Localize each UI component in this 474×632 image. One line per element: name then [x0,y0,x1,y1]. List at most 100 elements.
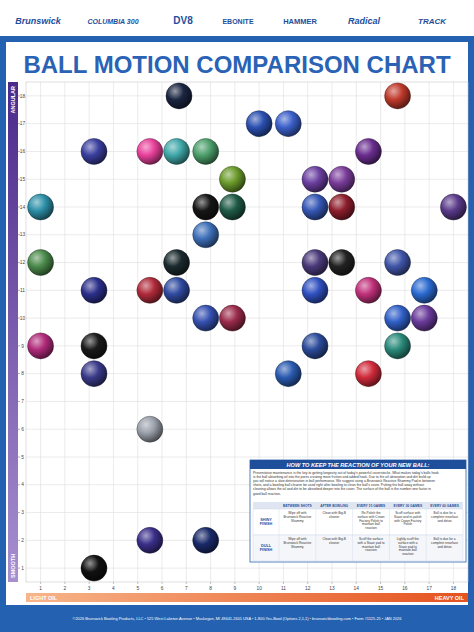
box-intro: Preventative maintenance is the key to g… [253,471,439,496]
grid-line [234,82,235,582]
y-tick [18,484,20,485]
table-cell: Re-Polish thesurface with CrownFactory P… [357,511,384,530]
y-tick-label: 18 [20,94,26,99]
x-tick-label: 12 [305,586,311,591]
x-tick-label: 9 [234,586,237,591]
y-tick-label: 17 [20,121,26,126]
x-tick [332,582,333,584]
ball-point [28,333,54,359]
table-column-header: BETWEEN SHOTS [283,504,313,508]
x-tick [234,582,235,584]
table-divider [315,509,316,535]
ball-point [219,305,245,331]
x-tick-label: 1 [39,586,42,591]
y-tick-label: 9 [21,344,24,349]
ball-point [193,305,219,331]
ball-point [246,111,272,137]
table-cell: Ball is due for acomplete resurfaceand d… [431,537,458,549]
grid-line [40,82,41,582]
ball-point [81,138,107,164]
grid-line [26,401,468,402]
x-tick [64,582,65,584]
ball-point [355,138,381,164]
brand-logo: TRACK [418,17,447,26]
ball-point [275,111,301,137]
x-tick [404,582,405,584]
x-tick-label: 2 [64,586,67,591]
x-tick [380,582,381,584]
y-tick-label: 13 [20,232,26,237]
table-row [253,509,463,535]
x-tick [186,582,187,584]
grid-line [26,207,468,208]
ball-point [193,194,219,220]
x-tick [429,582,430,584]
ball-point [137,277,163,303]
y-tick-label: 4 [21,482,24,487]
x-tick [356,582,357,584]
ball-point [329,166,355,192]
grid-line [26,457,468,458]
grid-line [113,82,114,582]
x-tick-label: 14 [354,586,360,591]
y-axis-label-high: ANGULAR [10,86,16,114]
x-axis-label-high: HEAVY OIL [435,595,465,601]
x-tick-label: 10 [256,586,262,591]
balls [28,83,467,581]
x-tick-label: 17 [426,586,432,591]
x-tick [210,582,211,584]
chart-title: BALL MOTION COMPARISON CHART [23,51,450,78]
table-cell: Clean with Big-Bcleaner [322,537,346,545]
ball-point [440,194,466,220]
table-header-bg [253,502,463,509]
y-tick-label: 8 [21,371,24,376]
x-tick-label: 4 [112,586,115,591]
ball-point [193,527,219,553]
text-line: reaction [365,526,377,530]
x-tick [283,582,284,584]
table-column-header: EVERY 15 GAMES [357,504,386,508]
table-divider [352,509,353,535]
text-line: cleaner [329,541,340,545]
y-tick [18,373,20,374]
ball-point [164,138,190,164]
x-tick-label: 18 [451,586,457,591]
table-column-header: AFTER BOWLING [320,504,348,508]
y-tick-label: 2 [21,538,24,543]
table-column-header: EVERY 30 GAMES [394,504,423,508]
y-tick-label: 11 [20,288,25,293]
x-tick-label: 11 [281,586,286,591]
text-line: and detox [438,519,452,523]
ball-point [81,361,107,387]
ball-point [385,83,411,109]
box-title: HOW TO KEEP THE REACTION OF YOUR NEW BAL… [287,462,430,468]
text-line: good ball reaction. [253,492,281,496]
x-axis-label-low: LIGHT OIL [30,595,58,601]
y-tick-label: 10 [20,316,26,321]
brand-logo: EBONITE [222,18,253,25]
x-tick [40,582,41,584]
y-tick [18,512,20,513]
y-tick [18,540,20,541]
ball-point [302,166,328,192]
ball-point [166,83,192,109]
x-tick [137,582,138,584]
ball-point [164,250,190,276]
x-tick [113,582,114,584]
table-row-label: SHINYFINISH [260,518,273,526]
table-row [253,535,463,561]
x-tick-label: 15 [378,586,384,591]
x-tick-label: 16 [402,586,408,591]
ball-point [193,138,219,164]
ball-point [137,416,163,442]
background [0,0,474,632]
table-cell: Scuff the surfacewith a Siaair pad tomai… [357,537,384,552]
brand-logo: DV8 [173,15,193,26]
x-tick-label: 3 [88,586,91,591]
ball-point [219,166,245,192]
text-line: reaction [365,548,377,552]
ball-point [28,194,54,220]
x-tick-label: 8 [209,586,212,591]
y-tick-label: 14 [20,205,26,210]
frame [0,36,474,632]
